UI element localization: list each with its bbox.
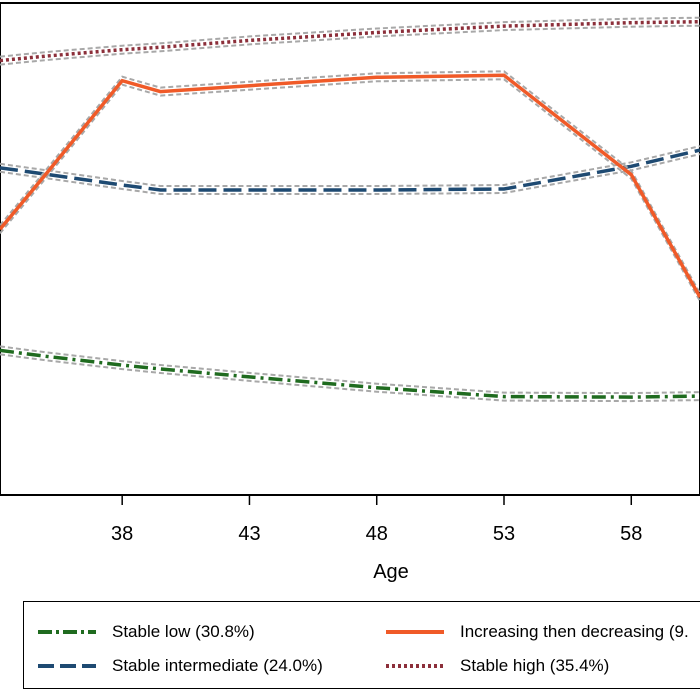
legend: Stable low (30.8%) Stable intermediate (…	[23, 601, 700, 689]
x-axis-label: Age	[373, 561, 409, 583]
plot-region	[0, 2, 700, 496]
legend-item-stable-low: Stable low (30.8%)	[36, 622, 255, 642]
ci-band-lower-1	[0, 153, 700, 195]
series-line-1	[0, 148, 700, 192]
ci-band-upper-1	[0, 145, 700, 187]
x-tick-label: 58	[620, 523, 642, 545]
legend-item-stable-intermediate: Stable intermediate (24.0%)	[36, 656, 323, 676]
series-line-2	[0, 73, 700, 299]
legend-label-stable-low: Stable low (30.8%)	[112, 622, 255, 641]
ci-band-upper-3	[0, 16, 700, 58]
ci-band-lower-3	[0, 24, 700, 66]
ci-band-upper-0	[0, 345, 700, 395]
legend-item-stable-high: Stable high (35.4%)	[384, 656, 609, 676]
legend-label-stable-high: Stable high (35.4%)	[460, 656, 610, 675]
legend-label-stable-intermediate: Stable intermediate (24.0%)	[112, 656, 323, 675]
x-tick-label: 43	[238, 523, 260, 545]
series-line-3	[0, 19, 700, 63]
ci-band-lower-0	[0, 353, 700, 403]
legend-item-increasing-then-decreasing: Increasing then decreasing (9.	[384, 622, 689, 642]
series-line-0	[0, 348, 700, 399]
x-tick-label: 53	[493, 523, 515, 545]
plot-frame	[0, 2, 700, 496]
x-axis: 38 43 48 53 58	[111, 495, 642, 545]
x-tick-label: 48	[366, 523, 388, 545]
legend-swatch-stable-low	[38, 630, 96, 634]
legend-label-increasing-then-decreasing: Increasing then decreasing (9.	[460, 622, 689, 641]
x-tick-label: 38	[111, 523, 133, 545]
legend-swatch-stable-intermediate	[38, 664, 96, 668]
ci-band-upper-2	[0, 70, 700, 294]
legend-swatch-stable-high	[386, 664, 444, 668]
legend-swatch-increasing-then-decreasing	[386, 630, 444, 634]
ci-band-lower-2	[0, 78, 700, 302]
